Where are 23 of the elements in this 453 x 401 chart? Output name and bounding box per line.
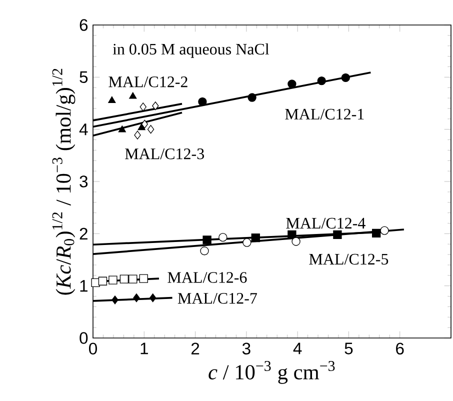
series-label: MAL/C12-3 xyxy=(125,148,204,160)
series-label: MAL/C12-6 xyxy=(168,272,247,283)
y-tick-label: 1 xyxy=(80,280,88,292)
y-tick-label: 0 xyxy=(80,332,88,344)
x-tick-label: 1 xyxy=(140,342,148,354)
y-tick-label: 5 xyxy=(80,71,88,83)
annotation: in 0.05 M aqueous NaCl xyxy=(112,43,270,58)
series-label: MAL/C12-4 xyxy=(286,218,366,229)
x-tick-label: 6 xyxy=(396,342,404,355)
series-label: MAL/C12-2 xyxy=(108,76,188,88)
series-label: MAL/C12-5 xyxy=(309,254,388,265)
series-label: MAL/C12-7 xyxy=(178,292,257,304)
series-label: MAL/C12-1 xyxy=(285,108,364,120)
y-tick-label: 4 xyxy=(79,124,88,136)
y-tick-label: 6 xyxy=(80,19,88,31)
x-tick-label: 0 xyxy=(89,342,97,355)
x-tick-label: 4 xyxy=(293,342,302,354)
x-axis-title: c / 10$^{−3}$ g cm$^{−3}$ xyxy=(208,360,335,384)
x-tick-label: 2 xyxy=(191,342,200,354)
x-tick-label: 5 xyxy=(344,342,353,354)
y-tick-label: 2 xyxy=(80,228,88,240)
x-tick-label: 3 xyxy=(242,342,250,355)
y-tick-label: 3 xyxy=(80,176,88,188)
